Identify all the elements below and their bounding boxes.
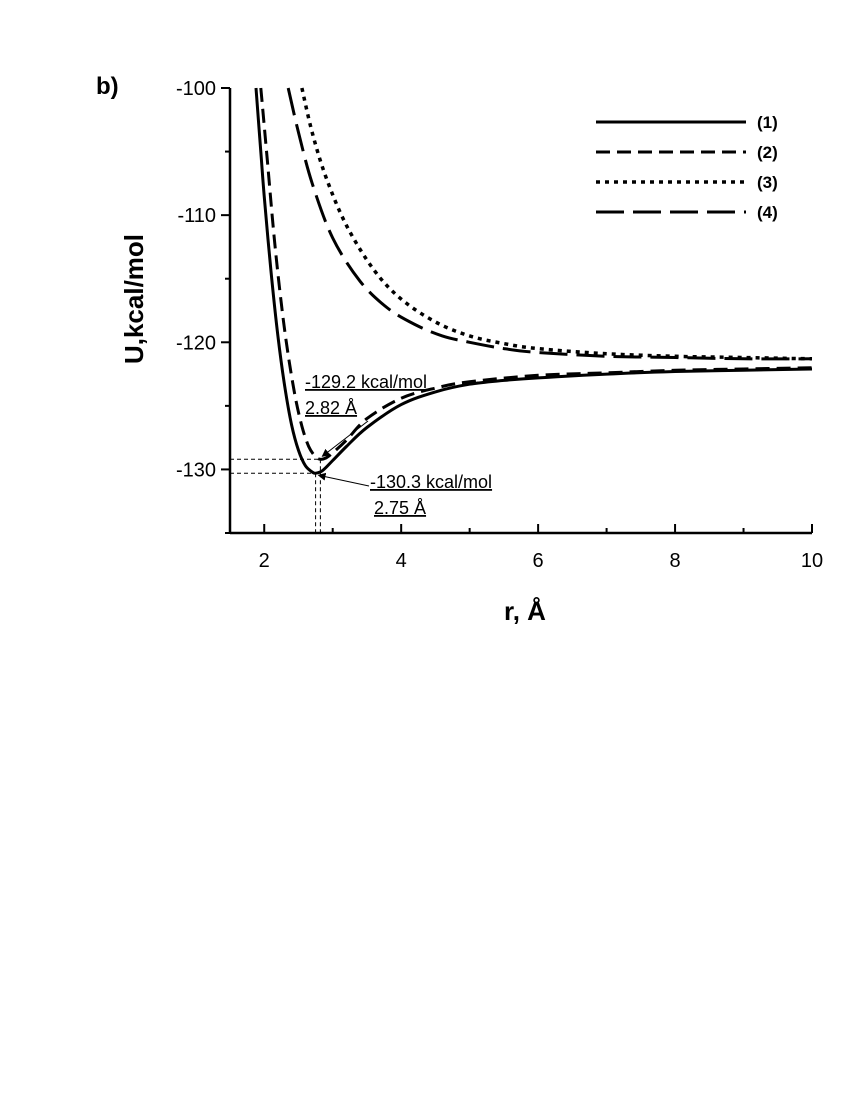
y-tick-label: -110: [177, 205, 216, 227]
annotations: -129.2 kcal/mol 2.82 Å -130.3 kcal/mol 2.75…: [305, 372, 492, 518]
panel-label: b): [96, 73, 119, 100]
series-line-3: [300, 87, 813, 361]
legend-label-2: (2): [757, 143, 778, 162]
y-axis-ticks: -130 -120 -110 -100: [176, 78, 230, 534]
y-tick-label: -100: [176, 78, 216, 100]
annotation-2-arrow: [317, 472, 370, 487]
annotation-2-distance: 2.75 Å: [374, 498, 426, 518]
plot-area: 2 4 6 8 10 -130 -120 -110 -100: [176, 78, 823, 572]
guide-lines: [230, 458, 321, 533]
annotation-2-energy: -130.3 kcal/mol: [370, 472, 492, 492]
x-tick-label: 2: [259, 550, 270, 572]
annotation-1-distance: 2.82 Å: [305, 398, 357, 418]
x-axis-ticks: 2 4 6 8 10: [259, 524, 823, 572]
annotation-1-arrow: [321, 420, 369, 457]
series-line-4: [286, 87, 813, 361]
y-tick-label: -130: [176, 459, 216, 481]
legend-label-4: (4): [757, 203, 778, 222]
curves: [254, 87, 813, 475]
legend-label-3: (3): [757, 173, 778, 192]
annotation-1-energy: -129.2 kcal/mol: [305, 372, 427, 392]
x-tick-label: 8: [669, 550, 680, 572]
x-tick-label: 6: [533, 550, 544, 572]
x-tick-label: 10: [801, 550, 823, 572]
x-axis-title: r, Å: [504, 596, 546, 626]
y-tick-label: -120: [176, 332, 216, 354]
y-axis-title: U,kcal/mol: [119, 234, 149, 364]
series-line-1: [254, 87, 813, 475]
legend: (1) (2) (3) (4): [596, 113, 778, 222]
x-tick-label: 4: [396, 550, 407, 572]
legend-label-1: (1): [757, 113, 778, 132]
